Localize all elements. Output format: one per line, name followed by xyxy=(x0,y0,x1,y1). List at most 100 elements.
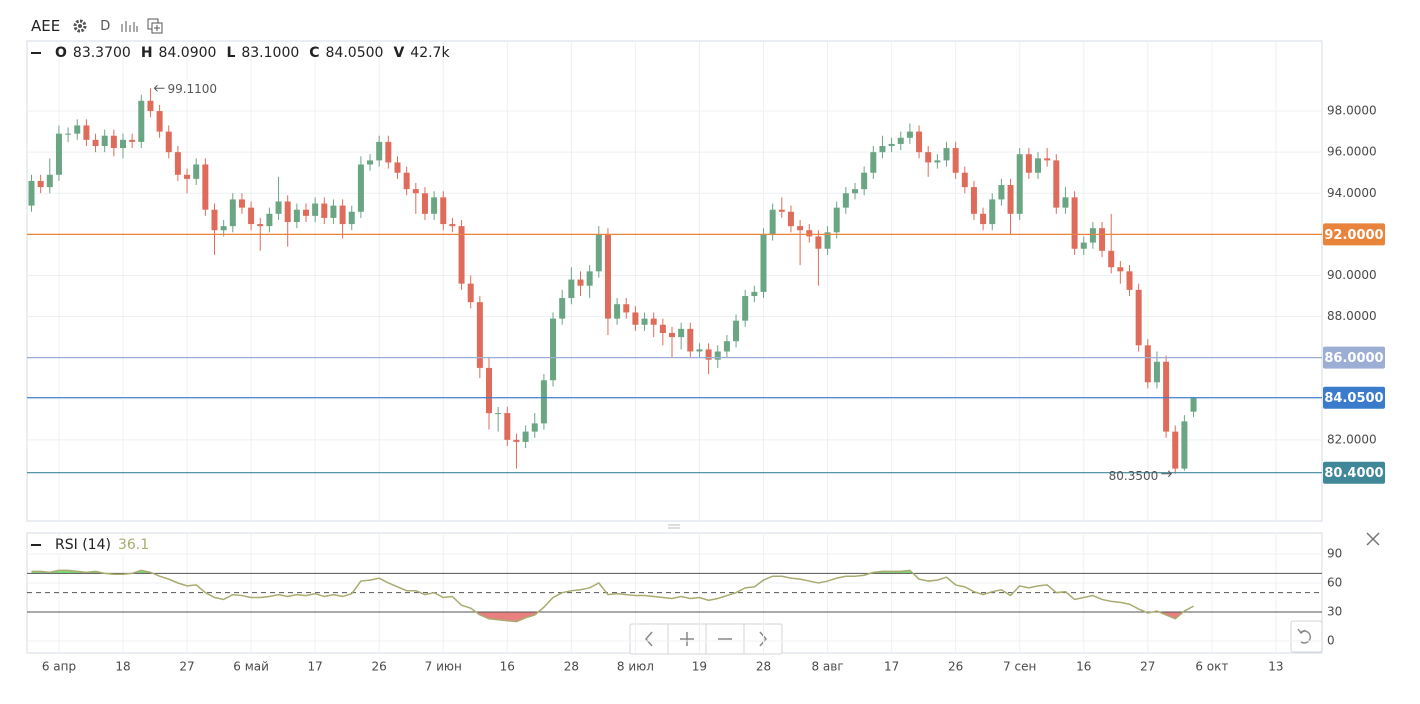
candle-body xyxy=(916,131,923,153)
candle-body xyxy=(202,164,209,210)
candle-body xyxy=(357,164,364,212)
legend-value: 84.0500 xyxy=(325,45,384,61)
candle-body xyxy=(925,152,932,163)
compare-icon[interactable] xyxy=(146,17,164,35)
candle-body xyxy=(604,234,611,319)
collapse-icon[interactable] xyxy=(31,52,41,54)
candle-body xyxy=(934,160,941,163)
candle-body xyxy=(1163,361,1170,432)
candle-body xyxy=(1135,289,1142,346)
price-label-bg xyxy=(1323,346,1385,369)
reset-button[interactable] xyxy=(1290,620,1323,653)
candle-body xyxy=(55,133,62,175)
rsi-tick-label: 30 xyxy=(1327,605,1342,619)
settings-icon[interactable] xyxy=(72,18,88,34)
candle-body xyxy=(852,189,858,194)
x-tick-label: 8 авг xyxy=(811,660,843,674)
nav-buttons[interactable] xyxy=(629,623,783,655)
x-tick-label: 26 xyxy=(372,660,387,674)
candle-body xyxy=(321,203,328,218)
candle-body xyxy=(220,226,227,231)
rsi-legend: RSI (14) 36.1 xyxy=(31,537,154,553)
collapse-icon[interactable] xyxy=(31,544,41,546)
candle-body xyxy=(1044,158,1051,161)
candle-body xyxy=(659,324,666,333)
price-label: 92.0000 xyxy=(1324,228,1383,243)
candle-body xyxy=(1144,345,1151,383)
candle-body xyxy=(238,199,245,208)
pane-handle[interactable] xyxy=(668,524,680,529)
candle-body xyxy=(833,207,840,233)
bars-icon[interactable] xyxy=(120,18,140,34)
candle-body xyxy=(595,234,602,272)
ohlc-legend: O 83.3700 H 84.0900 L 83.1000 C 84.0500 V 42.7k xyxy=(31,45,450,61)
candle-body xyxy=(989,199,996,225)
candle-body xyxy=(156,111,163,132)
candle-body xyxy=(1117,267,1124,272)
candle-body xyxy=(431,197,438,214)
candle-body xyxy=(293,209,300,223)
rsi-line xyxy=(31,569,1194,623)
candle-body xyxy=(1062,197,1069,208)
symbol[interactable]: AEE xyxy=(31,17,61,35)
candle-body xyxy=(1053,160,1060,208)
close-rsi[interactable] xyxy=(1366,532,1380,546)
candle-body xyxy=(842,193,849,208)
candle-body xyxy=(760,234,767,292)
candle-body xyxy=(184,174,191,179)
candle-body xyxy=(1007,185,1014,214)
candle-body xyxy=(906,131,913,138)
candle-body xyxy=(467,283,474,303)
x-tick-label: 6 май xyxy=(233,660,269,674)
price-label: 80.4000 xyxy=(1324,466,1383,481)
candle-body xyxy=(65,133,72,135)
candle-body xyxy=(1016,154,1023,214)
x-tick-label: 16 xyxy=(500,660,515,674)
candle-body xyxy=(614,304,621,319)
candle-body xyxy=(970,187,977,214)
candle-body xyxy=(449,224,456,227)
candle-body xyxy=(339,205,346,225)
candle-body xyxy=(367,160,374,165)
candle-body xyxy=(330,205,337,218)
candle-body xyxy=(824,232,831,249)
y-tick-label: 98.0000 xyxy=(1327,104,1377,118)
candle-body xyxy=(110,135,117,149)
x-tick-label: 19 xyxy=(692,660,707,674)
candle-body xyxy=(1035,158,1041,173)
candle-body xyxy=(229,199,236,227)
candle-body xyxy=(678,328,685,338)
candle-body xyxy=(495,413,502,415)
legend-key: H xyxy=(140,45,153,61)
legend-value: 42.7k xyxy=(410,45,450,61)
legend-value: 83.3700 xyxy=(72,45,131,61)
x-tick-label: 7 июн xyxy=(425,660,462,674)
candle-body xyxy=(769,209,776,235)
x-tick-label: 17 xyxy=(308,660,323,674)
candle-body xyxy=(211,209,218,231)
y-tick-label: 88.0000 xyxy=(1327,309,1377,323)
x-tick-label: 26 xyxy=(948,660,963,674)
x-tick-label: 7 сен xyxy=(1003,660,1036,674)
candle-body xyxy=(650,318,657,325)
candle-body xyxy=(733,320,740,342)
candle-body xyxy=(312,203,319,216)
interval[interactable]: D xyxy=(100,18,111,34)
main-pane xyxy=(26,40,1323,522)
legend-key: L xyxy=(226,45,236,61)
x-tick-label: 16 xyxy=(1076,660,1091,674)
candle-body xyxy=(998,185,1005,200)
candle-body xyxy=(138,100,145,142)
y-tick-label: 90.0000 xyxy=(1327,268,1377,282)
candle-body xyxy=(669,332,675,338)
candle-body xyxy=(412,189,419,194)
candle-body xyxy=(303,209,309,216)
candle-body xyxy=(568,279,575,299)
candle-body xyxy=(1099,228,1106,251)
x-tick-label: 18 xyxy=(115,660,130,674)
candle-body xyxy=(46,174,53,188)
legend-key: O xyxy=(55,45,67,61)
candle-body xyxy=(1080,242,1087,249)
candle-body xyxy=(193,164,200,179)
